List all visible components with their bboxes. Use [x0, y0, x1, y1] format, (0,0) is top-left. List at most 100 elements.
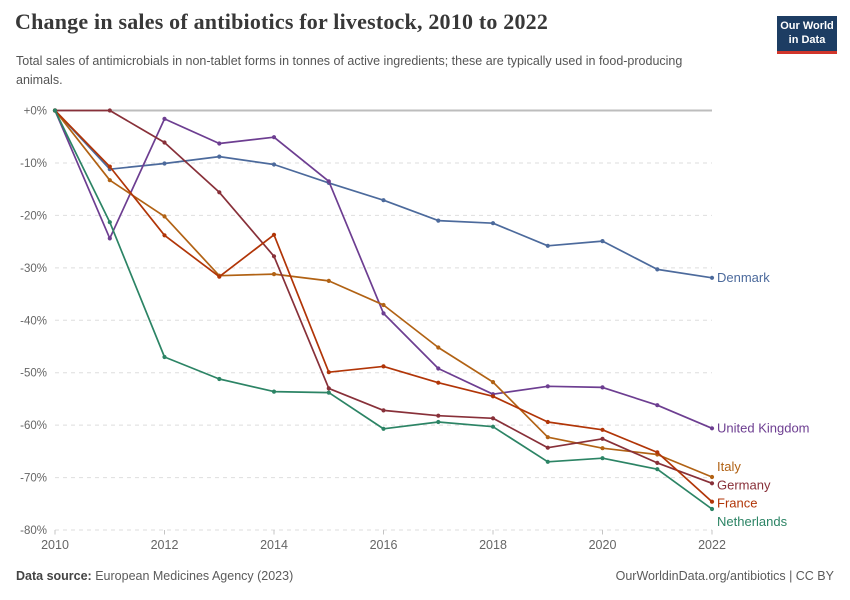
data-point-germany — [436, 413, 441, 418]
y-tick-label: -20% — [20, 210, 47, 222]
data-source-note: Data source: European Medicines Agency (… — [16, 569, 293, 583]
data-point-france — [326, 370, 331, 375]
data-source-label: Data source: — [16, 569, 92, 583]
data-point-netherlands — [545, 459, 550, 464]
data-point-germany — [600, 436, 605, 441]
data-point-netherlands — [271, 389, 277, 394]
data-point-germany — [107, 108, 112, 113]
owid-logo-line2: in Data — [788, 33, 826, 46]
y-tick-label: -60% — [20, 420, 47, 432]
data-point-germany — [655, 460, 660, 465]
series-label-italy[interactable]: Italy — [717, 459, 741, 474]
data-point-germany — [709, 481, 715, 486]
data-point-united-kingdom — [326, 179, 331, 184]
y-tick-label: -50% — [20, 368, 47, 380]
data-point-netherlands — [52, 108, 58, 113]
chart-subtitle: Total sales of antimicrobials in non-tab… — [16, 54, 683, 87]
data-point-netherlands — [600, 456, 605, 461]
data-point-france — [709, 499, 715, 504]
data-point-united-kingdom — [162, 116, 167, 121]
data-point-italy — [709, 474, 715, 480]
data-point-germany — [326, 386, 331, 391]
data-point-france — [545, 419, 550, 425]
data-point-germany — [271, 254, 277, 259]
y-tick-label: -10% — [20, 158, 47, 170]
data-point-united-kingdom — [600, 385, 605, 390]
data-point-france — [381, 364, 386, 369]
y-tick-label: -30% — [20, 263, 47, 275]
series-label-denmark[interactable]: Denmark — [717, 270, 770, 285]
data-point-france — [655, 450, 660, 455]
chart-footer: Data source: European Medicines Agency (… — [16, 569, 834, 583]
data-point-italy — [107, 178, 112, 183]
x-tick-label: 2018 — [479, 538, 507, 552]
data-point-united-kingdom — [381, 311, 386, 316]
data-point-netherlands — [655, 467, 660, 472]
data-point-italy — [545, 435, 550, 440]
data-point-italy — [271, 272, 277, 277]
x-tick-label: 2020 — [589, 538, 617, 552]
data-point-netherlands — [709, 506, 715, 512]
data-point-france — [490, 394, 496, 399]
data-point-france — [217, 274, 222, 279]
x-tick-label: 2022 — [698, 538, 726, 552]
data-source-value: European Medicines Agency (2023) — [91, 569, 294, 583]
x-tick-label: 2012 — [151, 538, 179, 552]
owid-logo-line1: Our World — [780, 20, 834, 32]
data-point-netherlands — [217, 376, 222, 382]
data-point-germany — [381, 408, 386, 413]
data-point-denmark — [600, 239, 605, 244]
data-point-france — [162, 233, 167, 238]
data-point-denmark — [381, 198, 386, 203]
page-title: Change in sales of antibiotics for lives… — [15, 9, 549, 34]
data-point-france — [107, 164, 112, 169]
data-point-denmark — [490, 221, 496, 226]
series-label-germany[interactable]: Germany — [717, 477, 771, 492]
series-line-united-kingdom[interactable] — [54, 110, 713, 430]
data-point-united-kingdom — [545, 384, 550, 389]
data-point-united-kingdom — [271, 135, 277, 140]
data-point-united-kingdom — [107, 236, 112, 241]
attribution-link[interactable]: OurWorldinData.org/antibiotics | CC BY — [615, 569, 834, 583]
data-point-italy — [600, 446, 605, 451]
data-point-united-kingdom — [436, 366, 441, 371]
data-point-netherlands — [326, 390, 331, 395]
data-point-denmark — [217, 154, 222, 159]
series-label-netherlands[interactable]: Netherlands — [717, 514, 788, 529]
data-point-france — [600, 427, 605, 432]
series-label-france[interactable]: France — [717, 496, 757, 511]
data-point-germany — [217, 190, 222, 195]
x-tick-label: 2014 — [260, 538, 288, 552]
data-point-netherlands — [107, 220, 112, 225]
data-point-denmark — [436, 218, 441, 223]
data-point-denmark — [162, 161, 167, 166]
y-tick-label: -40% — [20, 315, 47, 327]
data-point-italy — [436, 345, 441, 350]
data-point-germany — [545, 445, 550, 450]
data-point-denmark — [545, 243, 550, 248]
data-point-denmark — [709, 275, 715, 280]
data-point-netherlands — [162, 354, 167, 360]
data-point-denmark — [655, 267, 660, 272]
x-tick-label: 2016 — [370, 538, 398, 552]
data-point-united-kingdom — [217, 141, 222, 146]
y-tick-label: +0% — [24, 106, 47, 118]
data-point-germany — [162, 140, 167, 145]
data-point-united-kingdom — [655, 403, 660, 408]
data-point-france — [271, 232, 277, 237]
data-point-netherlands — [436, 419, 441, 425]
data-point-italy — [490, 380, 496, 385]
data-point-italy — [162, 214, 167, 219]
y-tick-label: -80% — [20, 525, 47, 537]
data-point-italy — [326, 278, 331, 283]
data-point-germany — [490, 416, 496, 421]
data-point-italy — [381, 302, 386, 308]
data-point-united-kingdom — [709, 426, 715, 431]
series-label-united-kingdom[interactable]: United Kingdom — [717, 420, 810, 435]
data-point-denmark — [271, 162, 277, 167]
y-tick-label: -70% — [20, 473, 47, 485]
data-point-netherlands — [490, 424, 496, 429]
owid-logo[interactable]: Our World in Data — [777, 16, 837, 54]
